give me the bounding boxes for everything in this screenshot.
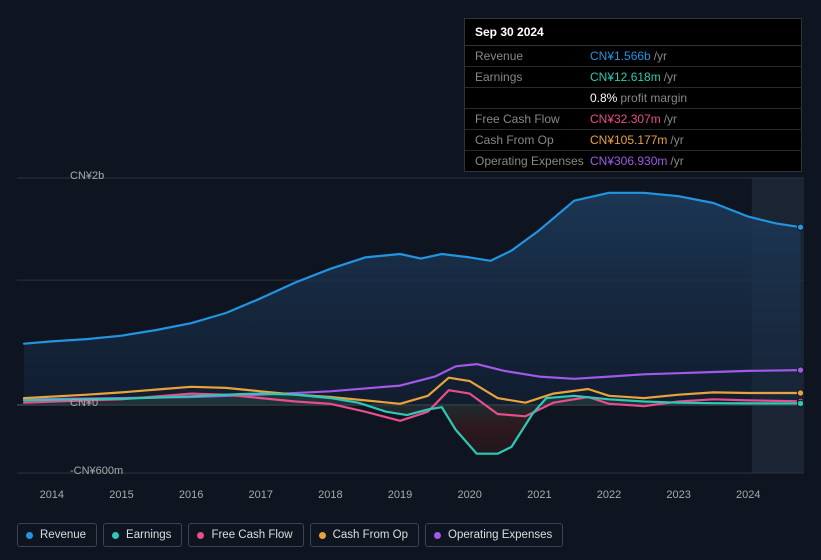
x-axis-label: 2023 [666,489,690,501]
x-axis-label: 2014 [40,489,64,501]
tooltip-metric-unit: /yr [670,154,683,168]
x-axis-label: 2022 [597,489,621,501]
legend-label: Operating Expenses [448,529,552,541]
tooltip-metric-unit: /yr [670,133,683,147]
tooltip-row: Free Cash FlowCN¥32.307m/yr [465,109,801,130]
x-axis-label: 2024 [736,489,760,501]
legend: Revenue Earnings Free Cash Flow Cash From O… [17,523,563,547]
tooltip-row: EarningsCN¥12.618m/yr [465,67,801,88]
legend-label: Cash From Op [333,529,408,541]
chart-container: CN¥2bCN¥0-CN¥600m 2014201520162017201820… [17,160,804,500]
chart-plot[interactable] [17,160,804,500]
data-tooltip: Sep 30 2024 RevenueCN¥1.566b/yrEarningsC… [464,18,802,172]
x-axis-label: 2016 [179,489,203,501]
legend-item[interactable]: Free Cash Flow [188,523,303,547]
legend-dot-icon [112,532,119,539]
tooltip-metric-unit: /yr [664,112,677,126]
legend-item[interactable]: Earnings [103,523,182,547]
legend-item[interactable]: Cash From Op [310,523,419,547]
x-axis-label: 2015 [109,489,133,501]
tooltip-metric-unit: /yr [654,49,667,63]
x-axis-label: 2018 [318,489,342,501]
tooltip-extra-value: 0.8% [590,91,617,105]
legend-dot-icon [319,532,326,539]
tooltip-metric-label: Earnings [475,70,590,84]
x-axis-label: 2020 [457,489,481,501]
legend-label: Free Cash Flow [211,529,292,541]
tooltip-metric-value: CN¥32.307m [590,112,661,126]
tooltip-row: Cash From OpCN¥105.177m/yr [465,130,801,151]
legend-item[interactable]: Revenue [17,523,97,547]
tooltip-metric-value: CN¥105.177m [590,133,667,147]
tooltip-rows: RevenueCN¥1.566b/yrEarningsCN¥12.618m/yr… [465,46,801,171]
legend-dot-icon [26,532,33,539]
legend-dot-icon [434,532,441,539]
legend-label: Earnings [126,529,171,541]
tooltip-metric-value: CN¥1.566b [590,49,651,63]
tooltip-row-extra: 0.8% profit margin [465,88,801,109]
tooltip-metric-label: Cash From Op [475,133,590,147]
x-axis-label: 2019 [388,489,412,501]
tooltip-metric-value: CN¥12.618m [590,70,661,84]
tooltip-metric-label: Free Cash Flow [475,112,590,126]
tooltip-date: Sep 30 2024 [465,18,801,46]
tooltip-metric-unit: /yr [664,70,677,84]
tooltip-metric-label: Operating Expenses [475,154,590,168]
tooltip-metric-label: Revenue [475,49,590,63]
tooltip-row: RevenueCN¥1.566b/yr [465,46,801,67]
tooltip-row: Operating ExpensesCN¥306.930m/yr [465,151,801,171]
x-axis-label: 2021 [527,489,551,501]
x-axis: 2014 2015 2016 2017 2018 2019 2020 2021 2022 2023… [17,481,804,501]
tooltip-metric-value: CN¥306.930m [590,154,667,168]
tooltip-extra-label: profit margin [620,91,687,105]
legend-dot-icon [197,532,204,539]
x-axis-label: 2017 [249,489,273,501]
legend-item[interactable]: Operating Expenses [425,523,563,547]
legend-label: Revenue [40,529,86,541]
